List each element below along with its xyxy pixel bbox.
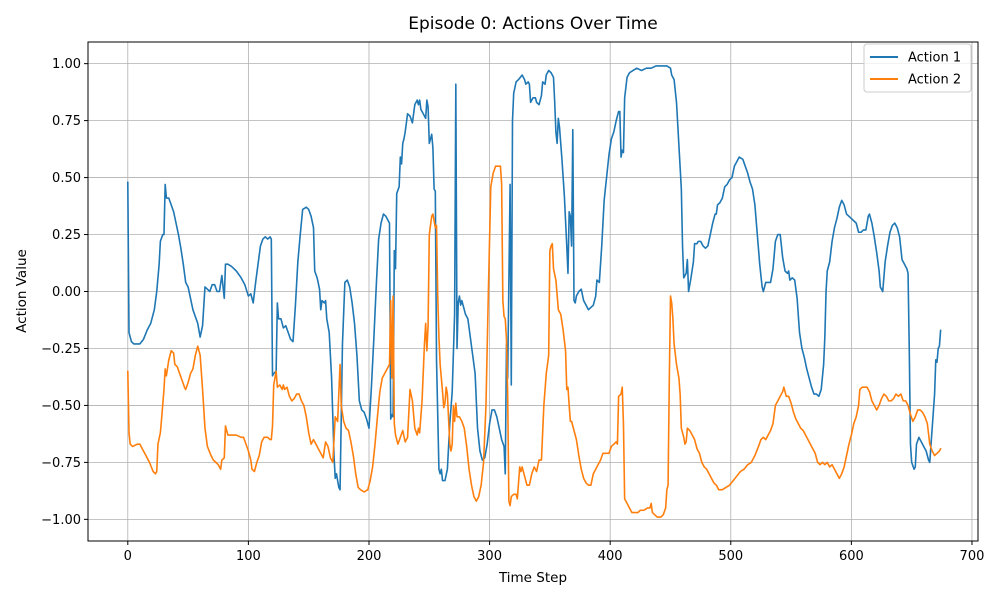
legend-label-action-2: Action 2 (908, 73, 961, 88)
y-tick-label: −0.25 (41, 342, 81, 357)
x-tick-label: 200 (357, 549, 382, 564)
x-tick-label: 0 (124, 549, 132, 564)
chart-title: Episode 0: Actions Over Time (408, 14, 658, 34)
grid (88, 42, 978, 541)
x-axis-title: Time Step (498, 570, 567, 586)
series-lines (127, 65, 942, 518)
x-tick-label: 300 (477, 549, 502, 564)
x-tick-label: 700 (960, 549, 985, 564)
y-tick-label: −1.00 (41, 513, 81, 528)
y-axis-ticks: −1.00 −0.75 −0.50 −0.25 0.00 0.25 0.50 0.75 1.00 (41, 57, 88, 528)
series-line-action-1 (127, 65, 942, 491)
y-tick-label: 0.00 (52, 285, 81, 300)
x-tick-label: 500 (718, 549, 743, 564)
y-tick-label: 0.50 (52, 171, 81, 186)
legend: Action 1 Action 2 (863, 43, 972, 93)
x-tick-label: 600 (839, 549, 864, 564)
y-tick-label: 1.00 (52, 57, 81, 72)
legend-label-action-1: Action 1 (908, 51, 961, 66)
y-tick-label: −0.75 (41, 456, 81, 471)
x-tick-label: 400 (598, 549, 623, 564)
y-axis-title: Action Value (14, 249, 30, 333)
series-line-action-2 (127, 165, 942, 518)
y-tick-label: 0.75 (52, 114, 81, 129)
x-axis-ticks: 0 100 200 300 400 500 600 700 (124, 541, 985, 564)
y-tick-label: −0.50 (41, 399, 81, 414)
y-tick-label: 0.25 (52, 228, 81, 243)
x-tick-label: 100 (236, 549, 261, 564)
